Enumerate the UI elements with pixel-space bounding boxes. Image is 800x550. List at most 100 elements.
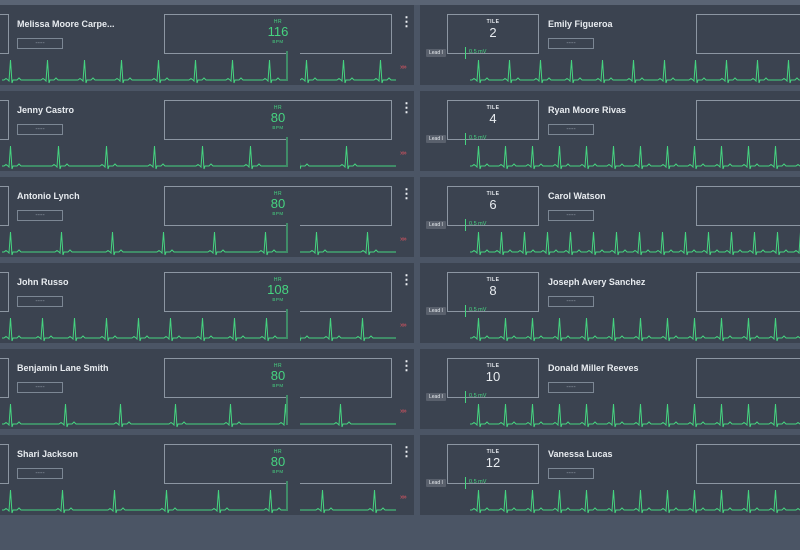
sweep-gap — [286, 475, 300, 515]
patient-field[interactable]: ---- — [548, 210, 594, 221]
ecg-trace — [2, 489, 396, 514]
calibration-marker — [465, 133, 466, 145]
ecg-waveform — [2, 475, 396, 515]
tile-number: 12 — [485, 455, 501, 470]
patient-tile[interactable]: TILE 10 Donald Miller Reeves ---- Lead I… — [420, 349, 800, 429]
hr-label: HR — [273, 19, 283, 25]
hr-unit: BPM — [272, 125, 284, 130]
tile-label: TILE — [486, 277, 500, 283]
alarm-arrows-icon: »» — [400, 236, 407, 243]
calibration-marker — [465, 305, 466, 317]
vitals-box — [696, 186, 800, 226]
patient-field[interactable]: ---- — [548, 382, 594, 393]
hr-value: 80 — [270, 368, 286, 383]
patient-tile[interactable]: John Russo ---- HR 108 BPM ⋮ »» — [0, 263, 414, 343]
patient-field[interactable]: ---- — [548, 38, 594, 49]
patient-field[interactable]: ---- — [17, 210, 63, 221]
patient-field[interactable]: ---- — [548, 124, 594, 135]
hr-value: 80 — [270, 110, 286, 125]
scale-label: 0.5 mV — [469, 393, 487, 399]
patient-field[interactable]: ---- — [17, 382, 63, 393]
hr-label: HR — [273, 191, 283, 197]
alarm-arrows-icon: »» — [400, 322, 407, 329]
patient-tile[interactable]: Jenny Castro ---- HR 80 BPM ⋮ »» — [0, 91, 414, 171]
ecg-trace — [470, 145, 800, 170]
patient-name: John Russo — [17, 277, 69, 287]
tile-number: 10 — [485, 369, 501, 384]
hr-label: HR — [273, 363, 283, 369]
heart-rate-box: HR 80 BPM — [164, 358, 392, 398]
alarm-arrows-icon: »» — [400, 408, 407, 415]
vitals-box — [696, 358, 800, 398]
patient-name: Carol Watson — [548, 191, 606, 201]
ecg-waveform — [470, 145, 800, 170]
sweep-gap — [286, 217, 300, 257]
patient-tile[interactable]: Shari Jackson ---- HR 80 BPM ⋮ »» — [0, 435, 414, 515]
patient-name: Vanessa Lucas — [548, 449, 613, 459]
ecg-waveform — [470, 403, 800, 428]
patient-name: Donald Miller Reeves — [548, 363, 639, 373]
tile-edge — [0, 358, 9, 398]
patient-name: Jenny Castro — [17, 105, 75, 115]
patient-tile[interactable]: Melissa Moore Carpe... ---- HR 116 BPM ⋮… — [0, 5, 414, 85]
patient-field[interactable]: ---- — [17, 468, 63, 479]
ecg-trace — [470, 403, 800, 428]
hr-label: HR — [273, 277, 283, 283]
ecg-trace — [2, 145, 396, 170]
vitals-box — [696, 14, 800, 54]
patient-name: Antonio Lynch — [17, 191, 80, 201]
scale-label: 0.5 mV — [469, 307, 487, 313]
calibration-marker — [465, 391, 466, 403]
tile-number-box: TILE 6 — [447, 186, 539, 226]
sweep-gap — [286, 389, 300, 429]
hr-label: HR — [273, 105, 283, 111]
ecg-trace — [470, 317, 800, 342]
alarm-arrows-icon: »» — [400, 494, 407, 501]
hr-unit: BPM — [272, 297, 284, 302]
patient-field[interactable]: ---- — [17, 296, 63, 307]
lead-badge[interactable]: Lead I — [426, 221, 446, 229]
ecg-trace — [470, 231, 800, 256]
ecg-trace — [470, 59, 800, 84]
tile-label: TILE — [486, 105, 500, 111]
patient-tile[interactable]: Benjamin Lane Smith ---- HR 80 BPM ⋮ »» — [0, 349, 414, 429]
tile-number: 8 — [489, 283, 497, 298]
lead-badge[interactable]: Lead I — [426, 479, 446, 487]
calibration-marker — [465, 477, 466, 489]
patient-name: Benjamin Lane Smith — [17, 363, 109, 373]
patient-tile[interactable]: Antonio Lynch ---- HR 80 BPM ⋮ »» — [0, 177, 414, 257]
hr-value: 80 — [270, 196, 286, 211]
patient-tile[interactable]: TILE 2 Emily Figueroa ---- Lead I 0.5 mV — [420, 5, 800, 85]
patient-tile[interactable]: TILE 12 Vanessa Lucas ---- Lead I 0.5 mV — [420, 435, 800, 515]
lead-badge[interactable]: Lead I — [426, 307, 446, 315]
hr-unit: BPM — [272, 469, 284, 474]
ecg-trace — [2, 403, 396, 428]
lead-badge[interactable]: Lead I — [426, 49, 446, 57]
hr-unit: BPM — [272, 211, 284, 216]
tile-number: 4 — [489, 111, 497, 126]
vitals-box — [696, 444, 800, 484]
patient-name: Melissa Moore Carpe... — [17, 19, 115, 29]
alarm-arrows-icon: »» — [400, 150, 407, 157]
patient-tile[interactable]: TILE 4 Ryan Moore Rivas ---- Lead I 0.5 … — [420, 91, 800, 171]
tile-number-box: TILE 10 — [447, 358, 539, 398]
hr-value: 116 — [267, 24, 289, 39]
patient-field[interactable]: ---- — [548, 468, 594, 479]
ecg-waveform — [470, 231, 800, 256]
patient-field[interactable]: ---- — [17, 38, 63, 49]
lead-badge[interactable]: Lead I — [426, 393, 446, 401]
ecg-waveform — [2, 303, 396, 343]
patient-field[interactable]: ---- — [17, 124, 63, 135]
lead-badge[interactable]: Lead I — [426, 135, 446, 143]
patient-field[interactable]: ---- — [548, 296, 594, 307]
patient-tile[interactable]: TILE 6 Carol Watson ---- Lead I 0.5 mV — [420, 177, 800, 257]
calibration-marker — [465, 47, 466, 59]
tile-number-box: TILE 12 — [447, 444, 539, 484]
tile-edge — [0, 186, 9, 226]
tile-label: TILE — [486, 363, 500, 369]
scale-label: 0.5 mV — [469, 479, 487, 485]
hr-unit: BPM — [272, 383, 284, 388]
tile-edge — [0, 100, 9, 140]
ecg-trace — [470, 489, 800, 514]
patient-tile[interactable]: TILE 8 Joseph Avery Sanchez ---- Lead I … — [420, 263, 800, 343]
